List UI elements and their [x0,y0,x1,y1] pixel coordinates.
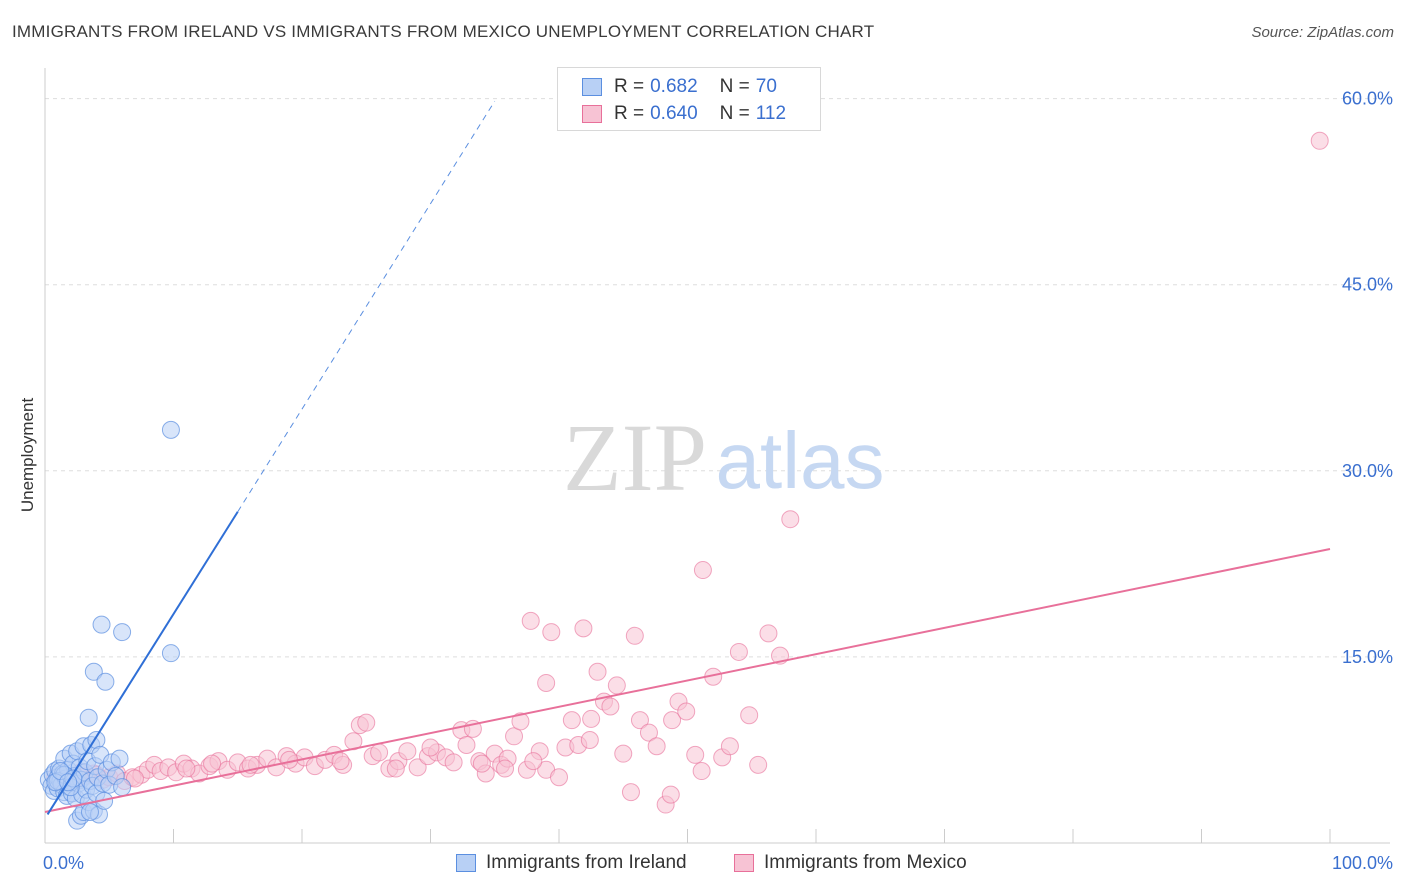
ireland-legend-label: Immigrants from Ireland [486,852,687,873]
y-tick-label: 15.0% [1342,647,1393,667]
ireland-swatch [582,78,602,96]
mexico-point [759,624,778,643]
mexico-r-value: 0.640 [650,103,698,124]
mexico-point [521,611,540,630]
mexico-point [729,642,748,661]
mexico-point [601,697,620,716]
mexico-point [692,762,711,781]
ireland-point [113,778,132,797]
mexico-point [537,673,556,692]
mexico-point [1310,131,1329,150]
mexico-point [444,753,463,772]
source-label: Source: ZipAtlas.com [1251,24,1394,41]
ireland-n-value: 70 [755,76,777,97]
ireland-legend-swatch [456,854,476,872]
watermark-zip: ZIP [563,404,707,511]
mexico-point [505,727,524,746]
mexico-point [524,752,543,771]
mexico-n-value: 112 [755,103,787,124]
mexico-point [663,711,682,730]
mexico-point [749,755,768,774]
mexico-legend-label: Immigrants from Mexico [764,852,967,873]
x-tick-label: 100.0% [1332,853,1393,873]
mexico-point [331,752,350,771]
mexico-point [203,754,222,773]
ireland-point [96,672,115,691]
axes [44,68,1390,844]
ireland-point [110,749,129,768]
mexico-point [370,743,389,762]
ireland-trend-line [46,511,239,815]
series-mexico-points [46,131,1329,814]
mexico-point [421,738,440,757]
mexico-swatch [582,105,602,123]
mexico-point [661,785,680,804]
mexico-point [677,702,696,721]
legend-item-mexico: Immigrants from Mexico [734,852,967,874]
y-tick-label: 30.0% [1342,461,1393,481]
ireland-point [161,644,180,663]
mexico-point [614,744,633,763]
mexico-point [457,735,476,754]
mexico-trend-line [44,547,1331,813]
ireland-point [80,802,99,821]
y-tick-label: 45.0% [1342,275,1393,295]
legend-row-ireland: R = 0.682 N = 70 [582,74,777,100]
legend-item-ireland: Immigrants from Ireland [456,852,687,874]
ireland-trend-extension [237,100,496,513]
mexico-point [621,783,640,802]
ireland-r-label: R = [614,76,645,97]
mexico-point [588,662,607,681]
mexico-point [357,713,376,732]
series-ireland-points [39,420,180,830]
mexico-point [639,723,658,742]
watermark: ZIP atlas [563,404,884,511]
mexico-point [550,768,568,787]
gridlines [45,98,1390,658]
mexico-point [740,706,759,725]
tick-labels: 15.0% 30.0% 45.0% 60.0% 0.0% 100.0% [43,89,1393,873]
ireland-point [92,615,111,634]
ireland-point [79,708,98,727]
mexico-n-label: N = [719,103,750,124]
trend-lines [44,100,1331,815]
y-tick-label: 60.0% [1342,89,1393,109]
mexico-point [398,742,417,761]
mexico-point [647,737,666,756]
legend-row-mexico: R = 0.640 N = 112 [582,101,786,127]
ireland-r-value: 0.682 [650,76,698,97]
series-legend: Immigrants from Ireland Immigrants from … [0,852,1406,876]
mexico-point [582,709,601,728]
mexico-point [562,711,581,730]
ireland-point [161,420,180,439]
mexico-point [580,731,599,750]
mexico-point [386,759,405,778]
mexico-point [686,745,705,764]
mexico-point [542,623,561,642]
chart-title: IMMIGRANTS FROM IRELAND VS IMMIGRANTS FR… [12,22,875,41]
mexico-point [408,758,427,777]
mexico-point [720,737,739,756]
watermark-atlas: atlas [716,416,885,505]
correlation-legend: R = 0.682 N = 70 R = 0.640 N = 112 [557,67,821,131]
mexico-point [511,712,530,731]
ireland-n-label: N = [719,76,750,97]
y-axis-title: Unemployment [18,397,37,513]
mexico-point [472,754,491,773]
mexico-point [693,561,712,580]
mexico-point [607,676,626,695]
mexico-point [574,619,593,638]
mexico-point [177,759,196,778]
mexico-point [781,510,800,529]
mexico-point [630,711,649,730]
mexico-legend-swatch [734,854,754,872]
mexico-r-label: R = [614,103,645,124]
mexico-point [625,626,644,645]
mexico-point [496,759,515,778]
x-tick-label: 0.0% [43,853,84,873]
mexico-point [125,769,144,788]
ireland-point [113,623,132,642]
ireland-point [84,662,103,681]
